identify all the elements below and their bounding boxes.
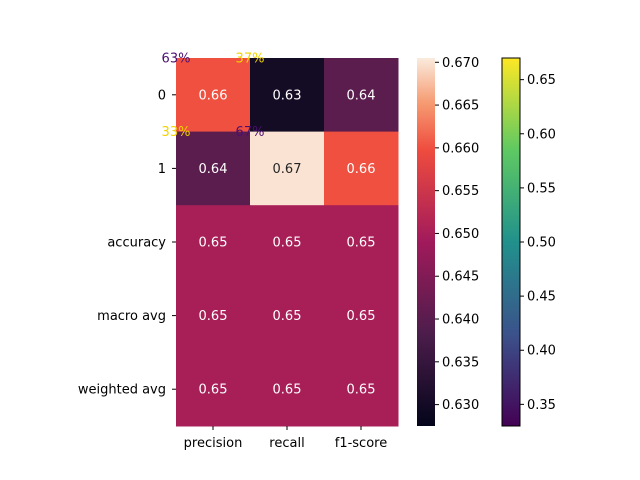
- cell-value-label: 0.65: [199, 383, 228, 398]
- percentage-label: 63%: [162, 52, 191, 67]
- cell-value-label: 0.64: [347, 88, 376, 103]
- column-tick-label: f1-score: [335, 436, 387, 451]
- row-tick-label: 0: [158, 88, 166, 103]
- colorbar-tick-label: 0.40: [527, 344, 556, 359]
- heatmap-cell: [176, 205, 251, 280]
- cell-value-label: 0.65: [347, 309, 376, 324]
- viridis-colorbar-gradient: [501, 57, 521, 427]
- colorbar-tick-label: 0.65: [527, 73, 556, 88]
- cell-value-label: 0.66: [347, 162, 376, 177]
- colorbar-tick-label: 0.650: [442, 227, 479, 242]
- rocket-colorbar-gradient: [417, 58, 435, 426]
- heatmap-cell-labels: 0.66 0.63 0.64 0.64 0.67 0.66 0.65 0.65 0.65 0.65…: [199, 88, 376, 397]
- colorbar-tick-label: 0.665: [442, 99, 479, 114]
- column-tick-label: precision: [184, 436, 243, 451]
- heatmap-cell: [176, 352, 251, 427]
- percentage-overlay-labels: 63% 37% 33% 67%: [162, 52, 265, 141]
- row-tick-labels: 0 1 accuracy macro avg weighted avg: [78, 88, 176, 398]
- heatmap-cell: [250, 58, 325, 133]
- colorbar-tick-label: 0.630: [442, 398, 479, 413]
- heatmap-cell: [324, 205, 399, 280]
- heatmap-cell: [324, 278, 399, 353]
- colorbar-tick-label: 0.645: [442, 270, 479, 285]
- colorbar-tick-label: 0.60: [527, 127, 556, 142]
- column-tick-labels: precision recall f1-score: [184, 426, 387, 451]
- heatmap-cell: [324, 131, 399, 206]
- colorbar-tick-label: 0.655: [442, 184, 479, 199]
- row-tick-label: 1: [158, 162, 166, 177]
- cell-value-label: 0.65: [273, 383, 302, 398]
- column-tick-label: recall: [269, 436, 304, 451]
- heatmap-cell: [324, 58, 399, 133]
- heatmap-cell: [250, 131, 325, 206]
- heatmap-cells: [176, 58, 399, 427]
- row-tick-label: weighted avg: [78, 383, 166, 398]
- colorbar-tick-label: 0.55: [527, 181, 556, 196]
- colorbar-tick-label: 0.635: [442, 355, 479, 370]
- heatmap-cell: [176, 278, 251, 353]
- percentage-label: 67%: [236, 125, 265, 140]
- heatmap-cell: [250, 278, 325, 353]
- heatmap-cell: [250, 352, 325, 427]
- cell-value-label: 0.65: [199, 309, 228, 324]
- colorbar-tick-label: 0.50: [527, 236, 556, 251]
- cell-value-label: 0.65: [273, 236, 302, 251]
- colorbar-tick-label: 0.640: [442, 313, 479, 328]
- heatmap-cell: [176, 131, 251, 206]
- heatmap-cell: [250, 205, 325, 280]
- cell-value-label: 0.66: [199, 88, 228, 103]
- heatmap-cell: [176, 58, 251, 133]
- cell-value-label: 0.63: [273, 88, 302, 103]
- percentage-label: 33%: [162, 125, 191, 140]
- cell-value-label: 0.67: [273, 162, 302, 177]
- cell-value-label: 0.64: [199, 162, 228, 177]
- cell-value-label: 0.65: [273, 309, 302, 324]
- colorbar-tick-label: 0.670: [442, 56, 479, 71]
- viridis-colorbar: 0.35 0.40 0.45 0.50 0.55 0.60 0.65: [501, 57, 556, 427]
- heatmap-cell: [324, 352, 399, 427]
- colorbar-tick-label: 0.660: [442, 141, 479, 156]
- cell-value-label: 0.65: [347, 236, 376, 251]
- percentage-label: 37%: [236, 52, 265, 67]
- cell-value-label: 0.65: [199, 236, 228, 251]
- row-tick-label: accuracy: [107, 236, 166, 251]
- colorbar-tick-label: 0.35: [527, 398, 556, 413]
- cell-value-label: 0.65: [347, 383, 376, 398]
- colorbar-tick-label: 0.45: [527, 290, 556, 305]
- row-tick-label: macro avg: [97, 309, 166, 324]
- rocket-colorbar: 0.630 0.635 0.640 0.645 0.650 0.655 0.660 0.665…: [417, 56, 479, 426]
